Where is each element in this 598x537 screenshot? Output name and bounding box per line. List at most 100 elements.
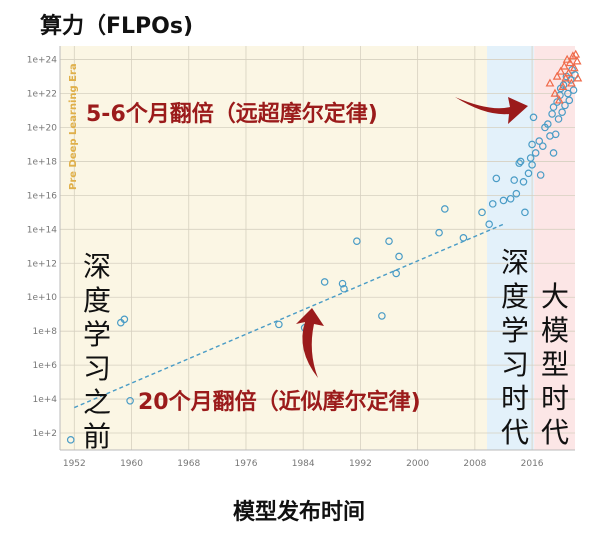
x-tick-label: 1984 <box>292 459 315 469</box>
data-point-circle <box>558 108 566 117</box>
y-axis-ticks: 1e+2 1e+4 1e+6 1e+8 1e+10 1e+12 1e+14 1e+16 1e+1… <box>27 56 58 439</box>
grid-lines <box>59 46 575 451</box>
y-tick-label: 1e+16 <box>27 191 58 201</box>
x-tick-label: 2000 <box>406 459 429 469</box>
data-point-circle <box>392 269 400 278</box>
data-point-circle <box>378 312 386 320</box>
x-tick-label: 1992 <box>349 459 372 469</box>
data-point-circle <box>340 284 348 293</box>
data-point-circle <box>512 189 521 198</box>
data-point-circle <box>524 169 533 178</box>
large-model-era-label: 大模型时代 <box>540 280 569 449</box>
pre-deep-learning-caption: Pre Deep Learning Era <box>68 63 79 190</box>
data-point-triangle <box>565 58 575 67</box>
data-point-triangle <box>569 63 579 72</box>
data-point-circle <box>521 208 529 217</box>
data-point-circle <box>519 177 528 186</box>
x-tick-label: 2016 <box>521 459 544 469</box>
y-tick-label: 1e+6 <box>32 361 57 371</box>
data-point-triangle <box>564 68 573 77</box>
data-point-circle <box>549 103 558 111</box>
data-point-circle <box>485 220 493 229</box>
x-tick-label: 2008 <box>463 459 486 469</box>
x-tick-label: 1952 <box>63 459 86 469</box>
data-point-triangle <box>545 78 555 87</box>
data-point-triangle <box>571 49 581 58</box>
arrow-bottom-icon <box>296 308 324 378</box>
data-point-circle <box>554 115 563 123</box>
data-point-circle <box>536 171 545 179</box>
data-point-circle <box>549 149 558 157</box>
y-tick-label: 1e+2 <box>32 429 57 439</box>
data-points <box>66 49 583 444</box>
pre-deep-learning-label: 深度学习之前 <box>82 250 111 453</box>
large-model-era-band <box>534 46 575 450</box>
data-point-circle <box>126 396 134 405</box>
y-tick-label: 1e+8 <box>32 327 57 337</box>
data-point-circle <box>528 140 536 149</box>
data-point-circle <box>548 110 556 118</box>
y-tick-label: 1e+20 <box>27 123 58 133</box>
annotation-fast-doubling: 5-6个月翻倍（远超摩尔定律) <box>86 102 378 127</box>
y-tick-label: 1e+4 <box>32 395 57 405</box>
data-point-triangle <box>554 95 564 104</box>
data-point-triangle <box>561 73 571 82</box>
data-point-circle <box>441 205 449 213</box>
data-point-triangle <box>550 88 560 97</box>
data-point-circle <box>435 228 443 237</box>
x-axis-ticks: 1952 1960 1968 1976 1984 1992 2000 2008 2016 <box>63 459 544 469</box>
data-point-circle <box>320 278 329 286</box>
data-point-circle <box>544 120 552 128</box>
data-point-circle <box>569 86 578 94</box>
data-point-circle <box>120 315 129 324</box>
annotation-moore-doubling: 20个月翻倍（近似摩尔定律) <box>138 390 421 415</box>
data-point-triangle <box>568 51 578 60</box>
data-point-circle <box>551 130 560 139</box>
chart-title: 算力（FLPOs) <box>40 14 194 39</box>
data-point-circle <box>499 196 508 205</box>
data-point-circle <box>275 320 283 329</box>
data-point-circle <box>531 149 540 157</box>
y-tick-label: 1e+12 <box>27 259 57 269</box>
y-tick-label: 1e+14 <box>27 225 58 235</box>
data-point-circle <box>515 159 524 167</box>
y-tick-label: 1e+22 <box>27 90 57 100</box>
data-point-circle <box>478 208 486 217</box>
data-point-circle <box>529 113 538 122</box>
data-point-circle <box>395 252 403 261</box>
trend-line <box>74 223 504 409</box>
data-point-circle <box>526 154 535 162</box>
data-point-triangle <box>556 66 566 75</box>
data-point-circle <box>66 436 75 444</box>
data-point-circle <box>535 137 544 145</box>
x-tick-label: 1976 <box>235 459 258 469</box>
data-point-circle <box>492 174 501 183</box>
data-point-circle <box>553 98 561 106</box>
data-point-triangle <box>573 73 583 82</box>
data-point-circle <box>564 89 572 98</box>
deep-learning-era-label: 深度学习时代 <box>500 246 529 449</box>
data-point-circle <box>516 157 525 166</box>
data-point-triangle <box>558 81 568 90</box>
data-point-circle <box>566 76 575 84</box>
y-tick-label: 1e+24 <box>27 56 58 66</box>
data-point-circle <box>506 194 515 203</box>
y-tick-label: 1e+10 <box>27 293 58 303</box>
data-point-circle <box>488 200 497 208</box>
arrow-top-icon <box>455 97 528 124</box>
data-point-triangle <box>572 56 582 65</box>
data-point-circle <box>459 234 468 242</box>
x-tick-label: 1960 <box>120 459 143 469</box>
data-point-circle <box>353 237 361 246</box>
y-tick-label: 1e+18 <box>27 157 58 167</box>
data-point-circle <box>510 176 519 184</box>
data-point-circle <box>561 101 569 110</box>
data-point-circle <box>338 279 347 288</box>
data-point-circle <box>539 142 547 150</box>
data-point-circle <box>565 96 574 105</box>
data-point-triangle <box>567 78 576 87</box>
data-point-circle <box>559 81 568 89</box>
data-point-circle <box>528 161 536 169</box>
data-point-triangle <box>552 71 562 80</box>
